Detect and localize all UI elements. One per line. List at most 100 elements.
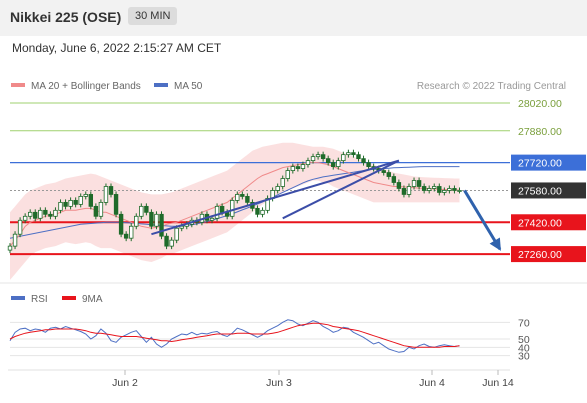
candle-body — [174, 227, 179, 241]
candle-body — [219, 205, 225, 213]
candle-body — [214, 205, 220, 219]
candle-body — [33, 211, 38, 219]
candle-body — [341, 154, 346, 162]
rsi-series-9ma — [9, 322, 460, 348]
ma20-legend-label: MA 20 + Bollinger Bands — [31, 81, 141, 92]
forecast-arrow-shaft — [463, 189, 502, 250]
copyright-label: Research © 2022 Trading Central — [417, 81, 566, 92]
trendline-1 — [151, 159, 400, 236]
candle-body — [169, 239, 174, 247]
candle-body — [290, 166, 296, 171]
candle-body — [356, 154, 361, 160]
candle-body — [336, 160, 341, 167]
candle-body — [58, 201, 63, 211]
candle-body — [230, 199, 235, 217]
candle-body — [123, 233, 129, 239]
candle-body — [118, 213, 124, 235]
candle-body — [351, 152, 356, 156]
candle-body — [139, 205, 144, 217]
candle-body — [103, 186, 109, 203]
candle-body — [245, 196, 250, 203]
candle-body — [260, 209, 265, 215]
candle-body — [113, 194, 119, 215]
candle-body — [396, 182, 402, 189]
ma50-legend-label: MA 50 — [174, 81, 203, 92]
candle-body — [366, 162, 371, 167]
rsi-legend-swatch — [11, 296, 25, 300]
price-label-27580.00: 27580.00 — [518, 185, 562, 197]
candle-body — [416, 180, 422, 187]
candle-body — [154, 213, 159, 227]
price-label-27260.00: 27260.00 — [518, 249, 562, 261]
candle-body — [295, 166, 301, 169]
candle-body — [129, 225, 134, 239]
forecast-arrow-head — [489, 237, 501, 251]
ma20-legend-swatch — [11, 83, 25, 87]
x-tick-label: Jun 14 — [482, 377, 514, 389]
candle-body — [325, 158, 331, 164]
x-tick-label: Jun 3 — [266, 377, 292, 389]
candle-body — [280, 178, 285, 187]
candle-body — [331, 162, 336, 167]
candle-body — [108, 186, 114, 195]
candle-body — [310, 156, 316, 162]
price-tag-27420.00 — [511, 214, 586, 231]
candle-body — [83, 194, 88, 197]
x-axis: Jun 2 Jun 3 Jun 4 Jun 14 — [112, 370, 514, 389]
rsi-series-rsi — [9, 319, 460, 353]
ma50-legend-swatch — [154, 83, 168, 87]
candle-body — [68, 199, 73, 207]
candle-body — [93, 205, 99, 217]
candle-body — [28, 211, 33, 217]
candle-body — [7, 245, 13, 251]
candle-body — [285, 170, 290, 179]
candle-body — [381, 170, 386, 173]
candle-body — [305, 160, 311, 166]
timestamp: Monday, June 6, 2022 2:15:27 AM CET — [12, 41, 222, 55]
candle-body — [164, 235, 169, 247]
candle-body — [235, 194, 240, 201]
header-bar: Nikkei 225 (OSE) 30 MIN — [0, 0, 587, 36]
rsi-level-label-50: 50 — [518, 334, 530, 346]
page-title: Nikkei 225 (OSE) — [10, 9, 122, 25]
candle-body — [315, 154, 321, 158]
candle-body — [144, 205, 149, 213]
price-label-28020.00: 28020.00 — [518, 98, 562, 110]
ma9-legend-label: 9MA — [82, 294, 103, 305]
price-label-27880.00: 27880.00 — [518, 126, 562, 138]
rsi-level-label-30: 30 — [518, 351, 530, 363]
price-tag-27720.00 — [511, 154, 586, 171]
candle-body — [421, 186, 427, 191]
candle-body — [452, 188, 457, 191]
price-tag-27580.00 — [511, 182, 586, 199]
rsi-level-label-40: 40 — [518, 342, 530, 354]
price-label-27420.00: 27420.00 — [518, 217, 562, 229]
candle-body — [12, 233, 18, 247]
timeframe-badge[interactable]: 30 MIN — [128, 7, 178, 25]
price-panel: 28020.00 27880.00 27720.00 27580.00 27420.00… — [7, 98, 586, 280]
candle-body — [43, 209, 48, 215]
candle-body — [240, 194, 245, 197]
candle-body — [78, 196, 83, 205]
candle-body — [437, 186, 442, 193]
candle-body — [300, 164, 306, 169]
trendline-2 — [282, 159, 400, 220]
rsi-legend-label: RSI — [31, 294, 48, 305]
candle-body — [48, 213, 53, 217]
candle-body — [98, 201, 104, 217]
candle-body — [457, 190, 462, 192]
candle-body — [179, 225, 184, 229]
price-label-27720.00: 27720.00 — [518, 158, 562, 170]
price-tag-27260.00 — [511, 246, 586, 263]
x-tick-label: Jun 2 — [112, 377, 138, 389]
candle-body — [442, 190, 447, 193]
candle-body — [275, 186, 280, 191]
candle-body — [426, 188, 432, 191]
candle-body — [209, 217, 215, 221]
x-tick-label: Jun 4 — [419, 377, 445, 389]
candle-body — [447, 188, 452, 191]
candle-body — [149, 211, 154, 227]
candle-body — [255, 207, 260, 215]
candle-body — [88, 194, 94, 207]
